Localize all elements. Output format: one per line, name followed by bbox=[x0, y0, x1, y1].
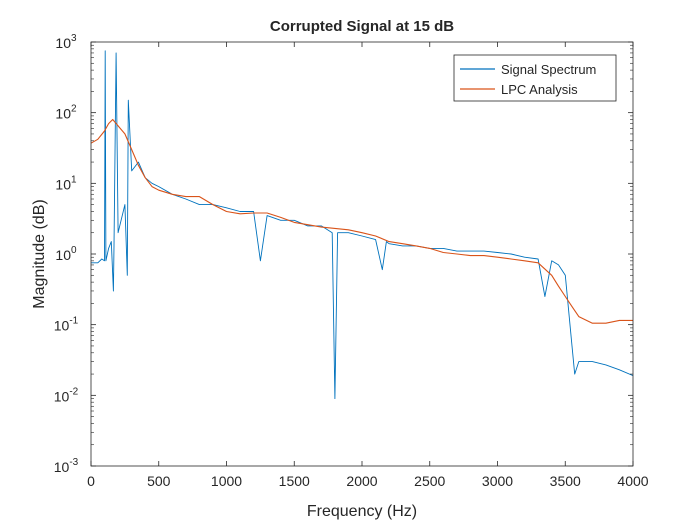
y-tick-label: 10-3 bbox=[54, 457, 79, 475]
legend: Signal Spectrum LPC Analysis bbox=[453, 54, 617, 102]
x-tick-label: 2000 bbox=[346, 473, 377, 489]
x-tick-label: 1000 bbox=[211, 473, 242, 489]
chart-title: Corrupted Signal at 15 dB bbox=[270, 18, 454, 35]
y-tick-label: 10-2 bbox=[54, 386, 79, 404]
x-tick-label: 4000 bbox=[617, 473, 648, 489]
legend-label-lpc-analysis: LPC Analysis bbox=[501, 82, 578, 97]
x-axis-ticks: 0 500 1000 1500 2000 2500 3000 3500 4000 bbox=[87, 42, 649, 489]
y-axis-ticks: 10-3 10-2 10-1 100 101 102 103 bbox=[54, 33, 633, 475]
series-line-lpc-analysis bbox=[91, 118, 633, 324]
x-axis-label: Frequency (Hz) bbox=[307, 503, 417, 520]
y-tick-label: 102 bbox=[55, 104, 77, 122]
y-tick-label: 103 bbox=[55, 33, 77, 51]
y-tick-label: 101 bbox=[55, 174, 77, 192]
series-line-signal-spectrum bbox=[91, 50, 633, 400]
x-tick-label: 0 bbox=[87, 473, 95, 489]
x-tick-label: 3500 bbox=[550, 473, 581, 489]
x-tick-label: 2500 bbox=[414, 473, 445, 489]
legend-box bbox=[453, 54, 617, 102]
legend-label-signal-spectrum: Signal Spectrum bbox=[501, 62, 596, 77]
x-tick-label: 1500 bbox=[279, 473, 310, 489]
x-tick-label: 500 bbox=[147, 473, 171, 489]
y-tick-label: 100 bbox=[55, 245, 77, 263]
y-axis-label: Magnitude (dB) bbox=[31, 199, 48, 308]
series-layer bbox=[91, 50, 633, 400]
y-tick-label: 10-1 bbox=[54, 316, 79, 334]
x-tick-label: 3000 bbox=[482, 473, 513, 489]
plot-area bbox=[91, 42, 633, 466]
